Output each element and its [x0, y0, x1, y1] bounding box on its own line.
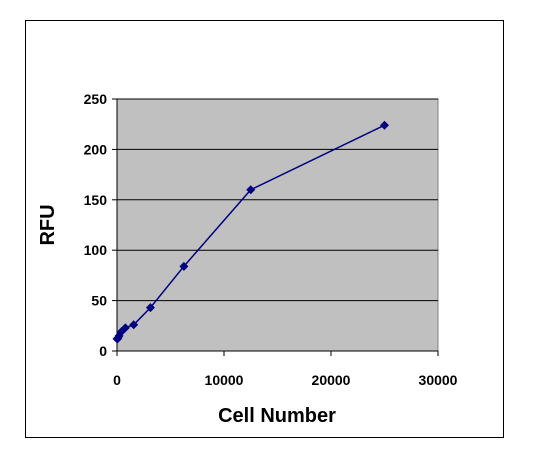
data-point: [129, 320, 139, 330]
y-tick-label: 250: [84, 91, 108, 107]
y-tick-label: 150: [84, 192, 108, 208]
data-point: [246, 185, 256, 195]
x-tick-label: 0: [113, 372, 121, 388]
y-tick-label: 200: [84, 141, 108, 157]
data-point: [179, 261, 189, 271]
y-axis-title: RFU: [37, 204, 59, 245]
y-tick-label: 100: [84, 242, 108, 258]
x-tick-label: 10000: [205, 372, 244, 388]
y-tick-label: 0: [99, 343, 107, 359]
data-point: [145, 303, 155, 313]
y-tick-label: 50: [91, 293, 107, 309]
plot-area: [116, 98, 439, 352]
x-axis-title: Cell Number: [218, 405, 336, 427]
data-point: [120, 323, 130, 333]
x-tick-label: 20000: [312, 372, 351, 388]
data-point: [380, 120, 389, 130]
x-tick-label: 30000: [419, 372, 458, 388]
